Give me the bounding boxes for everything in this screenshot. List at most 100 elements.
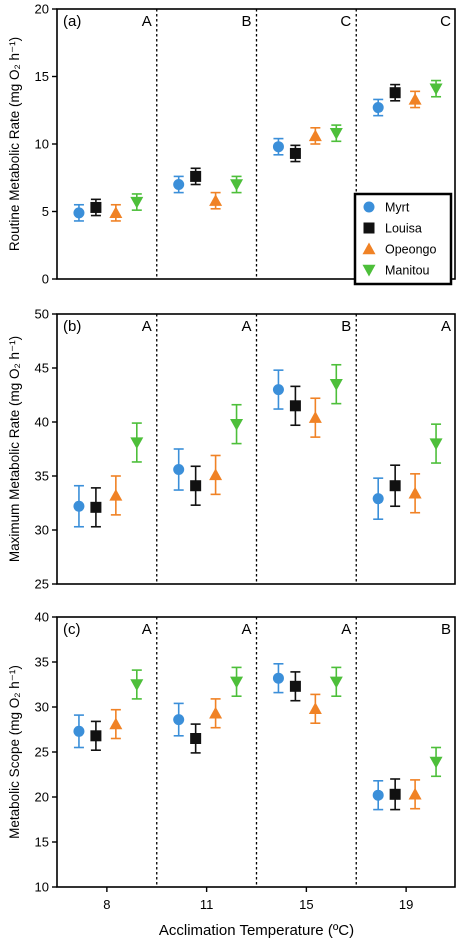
- y-tick-label: 5: [42, 204, 49, 219]
- y-tick-label: 35: [35, 469, 49, 484]
- data-point-manitou: [329, 128, 343, 140]
- x-tick-label: 8: [103, 897, 110, 912]
- data-point-louisa: [389, 788, 401, 800]
- data-point-manitou: [230, 179, 244, 191]
- panel-label: (c): [63, 621, 81, 638]
- x-tick-label: 11: [200, 897, 214, 912]
- data-point-opeongo: [109, 717, 123, 730]
- data-point-opeongo: [408, 787, 422, 800]
- panel-label: (a): [63, 13, 81, 30]
- y-tick-label: 35: [35, 655, 49, 670]
- significance-letter: C: [440, 13, 451, 30]
- y-tick-label: 0: [42, 272, 49, 287]
- significance-letter: A: [241, 318, 251, 335]
- data-point-louisa: [90, 501, 102, 513]
- data-point-manitou: [429, 83, 443, 96]
- data-point-myrt: [372, 789, 384, 801]
- data-point-louisa: [289, 680, 301, 692]
- data-point-manitou: [329, 379, 343, 391]
- significance-letter: B: [241, 13, 251, 30]
- data-point-louisa: [289, 147, 301, 159]
- data-point-myrt: [272, 384, 284, 396]
- data-point-myrt: [73, 207, 85, 219]
- data-point-opeongo: [109, 206, 123, 219]
- data-point-manitou: [230, 418, 244, 431]
- y-tick-label: 10: [35, 137, 49, 152]
- panel-label: (b): [63, 318, 81, 335]
- y-tick-label: 25: [35, 745, 49, 760]
- data-point-myrt: [372, 493, 384, 505]
- x-tick-label: 15: [299, 897, 313, 912]
- y-axis-label: Maximum Metabolic Rate (mg O₂ h⁻¹): [7, 336, 22, 562]
- data-point-manitou: [130, 437, 144, 450]
- data-point-louisa: [190, 733, 202, 744]
- data-point-opeongo: [209, 468, 223, 481]
- significance-letter: B: [441, 621, 451, 638]
- data-point-myrt: [272, 672, 284, 684]
- y-axis-label: Metabolic Scope (mg O₂ h⁻¹): [7, 665, 22, 839]
- data-point-myrt: [372, 102, 384, 114]
- y-tick-label: 15: [35, 835, 49, 850]
- y-tick-label: 40: [35, 415, 49, 430]
- data-point-manitou: [130, 196, 144, 209]
- data-point-opeongo: [308, 702, 322, 714]
- y-tick-label: 10: [35, 880, 49, 895]
- significance-letter: B: [341, 318, 351, 335]
- significance-letter: C: [340, 13, 351, 30]
- data-point-opeongo: [209, 194, 223, 206]
- data-point-louisa: [389, 480, 401, 492]
- x-tick-label: 19: [399, 897, 413, 912]
- panel-b: 25 30 35 40 45 50 Maximum Metabolic Rate (mg O…: [7, 307, 456, 592]
- y-axis-label: Routine Metabolic Rate (mg O₂ h⁻¹): [7, 37, 22, 251]
- significance-letter: A: [142, 13, 152, 30]
- significance-letter: A: [441, 318, 451, 335]
- y-tick-label: 30: [35, 523, 49, 538]
- significance-letter: A: [142, 318, 152, 335]
- x-axis-label: Acclimation Temperature (ºC): [159, 922, 354, 939]
- significance-letter: A: [241, 621, 251, 638]
- data-point-manitou: [130, 679, 144, 691]
- legend-label: Opeongo: [385, 243, 436, 257]
- y-tick-label: 50: [35, 307, 49, 322]
- data-point-myrt: [173, 179, 185, 190]
- significance-letter: A: [341, 621, 351, 638]
- legend-marker-louisa: [363, 222, 375, 234]
- legend-marker-manitou: [362, 264, 376, 277]
- legend: Myrt Louisa Opeongo Manitou: [353, 192, 453, 286]
- data-point-manitou: [429, 438, 443, 451]
- data-point-manitou: [230, 676, 244, 689]
- data-point-myrt: [272, 141, 284, 153]
- panel-c: 10 15 20 25 30 35 40 Metabolic Scope (mg O₂ h⁻¹…: [7, 610, 456, 912]
- data-point-opeongo: [209, 706, 223, 719]
- data-point-louisa: [190, 170, 202, 182]
- data-point-opeongo: [308, 411, 322, 423]
- data-point-louisa: [90, 730, 102, 742]
- y-tick-label: 40: [35, 610, 49, 625]
- data-point-louisa: [389, 87, 401, 99]
- y-tick-label: 30: [35, 700, 49, 715]
- y-tick-label: 25: [35, 577, 49, 592]
- y-tick-label: 15: [35, 69, 49, 84]
- panel-a: 0 5 10 15 20 Routine Metabolic Rate (mg O₂ h⁻…: [7, 2, 456, 287]
- data-point-opeongo: [408, 92, 422, 105]
- data-point-louisa: [190, 480, 202, 492]
- y-tick-label: 20: [35, 2, 49, 17]
- legend-label: Myrt: [385, 201, 410, 215]
- legend-marker-opeongo: [362, 242, 376, 255]
- data-point-opeongo: [308, 129, 322, 142]
- y-tick-label: 20: [35, 790, 49, 805]
- data-point-myrt: [173, 714, 185, 726]
- legend-label: Manitou: [385, 264, 430, 278]
- data-point-louisa: [90, 201, 102, 213]
- data-point-manitou: [329, 676, 343, 689]
- data-point-opeongo: [408, 486, 422, 499]
- legend-label: Louisa: [385, 222, 422, 236]
- legend-marker-myrt: [363, 201, 375, 213]
- data-point-myrt: [73, 500, 85, 512]
- data-point-opeongo: [109, 488, 123, 501]
- data-point-manitou: [429, 756, 443, 769]
- data-point-myrt: [173, 464, 185, 476]
- y-tick-label: 45: [35, 361, 49, 376]
